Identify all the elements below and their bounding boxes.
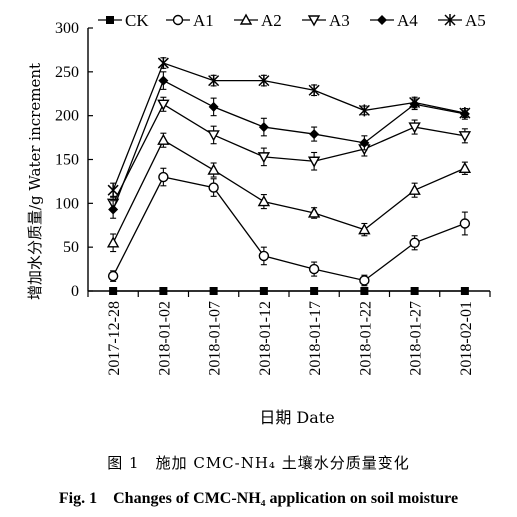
legend: CK A1 A2 A3 A4 A5 [98,11,486,30]
legend-item-CK: CK [98,11,149,30]
line-chart: 0 50 100 150 200 250 300 2017-12-28 2018-01-02 20… [26,11,491,427]
marker-filled-square [159,287,168,295]
series-A4 [108,71,470,219]
legend-label: A1 [193,11,214,30]
marker-open-triangle-up [157,133,170,145]
marker-open-triangle-down [307,156,321,168]
y-tick-label: 250 [55,64,79,81]
series-line [112,103,465,204]
marker-open-triangle-up [307,206,321,218]
marker-filled-square [106,16,114,24]
figure-caption-chinese: 图 1 施加 CMC-NH₄ 土壤水分质量变化 [107,454,410,472]
marker-open-triangle-down [408,122,421,134]
y-tick-label: 50 [63,239,79,256]
legend-label: A3 [329,11,350,30]
x-tick-label: 2018-01-27 [408,301,425,376]
x-tick-label: 2018-01-22 [357,301,374,376]
x-tick-label: 2018-01-07 [207,301,224,376]
marker-star [459,107,471,120]
y-tick-label: 200 [55,108,79,125]
x-tick-label: 2018-01-12 [257,301,274,376]
marker-filled-diamond [309,129,320,140]
marker-filled-diamond [158,75,169,86]
legend-item-A1: A1 [166,11,214,30]
marker-open-circle [172,14,184,26]
marker-open-triangle-down [458,131,472,143]
marker-filled-diamond [208,101,219,112]
series-A5 [107,57,471,198]
marker-open-circle [107,270,119,282]
marker-filled-diamond [359,137,370,148]
marker-open-circle [158,171,169,183]
y-axis-title: 增加水分质量/g Water increment [26,63,44,300]
series-line [112,79,465,210]
marker-open-triangle-down [157,99,170,111]
marker-filled-square [360,287,369,295]
marker-open-triangle-up [106,236,120,248]
legend-item-A2: A2 [234,11,282,30]
legend-item-A3: A3 [302,11,350,30]
marker-open-triangle-up [408,183,421,195]
marker-open-triangle-up [358,223,371,235]
figure-caption-english: Fig. 1 Changes of CMC-NH₄ application on… [58,490,459,507]
y-tick-label: 0 [71,283,79,300]
marker-open-triangle-down [257,152,271,164]
x-axis-title: 日期 Date [259,408,334,427]
marker-filled-diamond [377,15,387,25]
marker-filled-square [259,287,268,295]
marker-open-triangle-up [239,13,253,25]
legend-item-A5: A5 [438,11,486,30]
marker-filled-square [109,287,118,295]
series-line [112,176,466,282]
marker-star [107,184,119,197]
marker-filled-diamond [258,122,269,133]
marker-star [157,57,169,70]
legend-label: A5 [465,11,486,30]
marker-open-circle [308,263,320,275]
x-tick-label: 2018-01-02 [156,301,173,376]
series-A2 [106,132,472,253]
marker-open-circle [258,250,270,262]
y-tick-label: 150 [55,152,79,169]
series-line [112,62,466,191]
axes: 0 50 100 150 200 250 300 2017-12-28 2018-01-02 20… [26,20,491,427]
marker-open-triangle-up [458,161,472,173]
marker-open-circle [359,275,370,286]
marker-filled-square [209,287,218,295]
y-tick-label: 300 [55,20,79,37]
marker-open-circle [409,237,420,248]
marker-open-circle [208,182,219,193]
marker-open-triangle-down [207,130,220,142]
legend-label: CK [125,11,149,30]
series-A1 [107,167,471,287]
legend-label: A2 [261,11,282,30]
marker-filled-square [310,287,319,295]
x-tick-label: 2017-12-28 [106,301,123,376]
series-CK [109,287,469,295]
marker-filled-square [410,287,419,295]
series-line [112,139,466,244]
x-tick-label: 2018-01-17 [307,301,324,376]
marker-open-triangle-down [307,15,321,27]
marker-star [409,96,421,109]
marker-star [358,104,370,117]
marker-filled-square [460,287,469,295]
x-tick-label: 2018-02-01 [458,301,475,376]
marker-open-triangle-up [207,163,220,175]
legend-item-A4: A4 [370,11,418,30]
marker-star [258,74,270,87]
marker-open-circle [459,218,471,229]
marker-star [444,14,456,26]
marker-star [208,74,220,87]
legend-label: A4 [397,11,418,30]
marker-open-triangle-up [257,195,271,207]
marker-star [308,84,320,97]
series-group [106,57,472,295]
marker-filled-diamond [108,204,119,215]
y-tick-label: 100 [55,195,79,212]
